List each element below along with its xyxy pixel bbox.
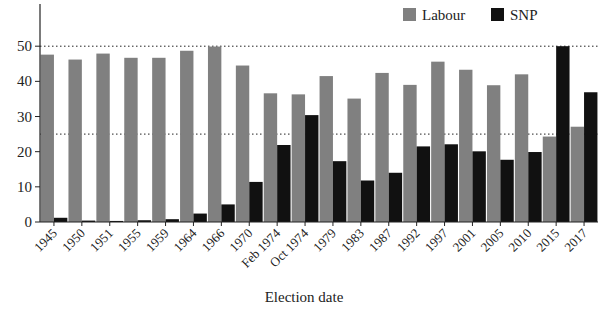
- y-tick: [35, 46, 40, 47]
- y-axis: [39, 4, 40, 222]
- x-tick-label: 1950: [59, 226, 88, 255]
- y-tick-label: 50: [17, 38, 32, 54]
- bar: [68, 60, 81, 222]
- bar: [124, 58, 137, 222]
- bar: [431, 62, 444, 222]
- bar: [152, 58, 165, 222]
- x-tick-label: 1945: [31, 226, 60, 255]
- x-tick-label: 1951: [87, 226, 116, 255]
- y-tick-label: 20: [17, 144, 32, 160]
- legend-swatch: [491, 8, 504, 21]
- y-tick: [35, 116, 40, 117]
- bars: [41, 46, 598, 222]
- bar: [180, 51, 193, 222]
- x-tick-label: 2005: [477, 226, 506, 255]
- x-tick: [556, 222, 557, 226]
- bar: [305, 115, 318, 222]
- x-tick-label: Oct 1974: [267, 225, 312, 270]
- x-tick-label: 1997: [422, 225, 451, 254]
- bar: [403, 85, 416, 222]
- x-axis: [40, 221, 598, 222]
- bar: [584, 92, 597, 222]
- x-tick: [388, 222, 389, 226]
- bar: [236, 66, 249, 222]
- bar: [96, 54, 109, 222]
- x-tick: [444, 222, 445, 226]
- legend-label: Labour: [422, 7, 465, 23]
- x-tick-label: 2015: [533, 226, 562, 255]
- bar: [459, 70, 472, 222]
- x-tick-label: 1979: [310, 226, 339, 255]
- bar: [333, 161, 346, 222]
- x-tick: [221, 222, 222, 226]
- x-tick: [360, 222, 361, 226]
- x-tick: [305, 222, 306, 226]
- bar: [500, 160, 513, 222]
- legend-label: SNP: [510, 7, 538, 23]
- x-tick: [472, 222, 473, 226]
- y-tick-label: 0: [25, 214, 33, 230]
- bar: [389, 173, 402, 222]
- y-tick: [35, 186, 40, 187]
- reference-line: [40, 134, 598, 135]
- chart: 0 10 20 30 40 50 1945195019511955195919641966 1…: [0, 0, 600, 309]
- x-tick-label: 1964: [171, 225, 200, 254]
- bar: [249, 182, 262, 222]
- x-axis-label: Election date: [265, 289, 344, 305]
- x-tick: [81, 222, 82, 226]
- bar: [41, 55, 54, 222]
- x-tick: [277, 222, 278, 226]
- bar: [347, 99, 360, 222]
- bar: [264, 93, 277, 222]
- x-tick-label: 1966: [198, 225, 227, 254]
- bar: [375, 73, 388, 222]
- bar: [361, 181, 374, 222]
- x-tick-label: 1955: [115, 226, 144, 255]
- x-tick-label: 1992: [394, 226, 423, 255]
- bar: [487, 85, 500, 222]
- x-tick: [332, 222, 333, 226]
- bar: [54, 218, 67, 222]
- x-tick-label: 1959: [143, 226, 172, 255]
- legend: Labour SNP: [403, 7, 538, 23]
- x-tick: [500, 222, 501, 226]
- x-tick: [165, 222, 166, 226]
- bar: [556, 46, 569, 222]
- bar: [528, 152, 541, 222]
- x-tick: [416, 222, 417, 226]
- x-tick-label: 2001: [450, 226, 479, 255]
- x-tick: [109, 222, 110, 226]
- x-tick: [528, 222, 529, 226]
- x-tick: [137, 222, 138, 226]
- legend-swatch: [403, 8, 416, 21]
- bar: [417, 146, 430, 222]
- y-tick-label: 30: [17, 109, 32, 125]
- x-tick: [249, 222, 250, 226]
- x-tick-label: 1987: [366, 225, 395, 254]
- y-tick: [35, 222, 40, 223]
- bar: [320, 76, 333, 222]
- x-tick: [53, 222, 54, 226]
- reference-line: [40, 46, 598, 47]
- y-tick: [35, 151, 40, 152]
- x-tick-label: 2010: [505, 226, 534, 255]
- y-tick: [35, 81, 40, 82]
- x-tick-label: 1983: [338, 226, 367, 255]
- bar: [193, 214, 206, 222]
- bar: [208, 47, 221, 222]
- bar: [571, 127, 584, 222]
- x-tick: [193, 222, 194, 226]
- x-tick: [584, 222, 585, 226]
- x-tick-label: 2017: [561, 225, 590, 254]
- bar: [515, 74, 528, 222]
- bar: [472, 151, 485, 222]
- y-tick-label: 40: [17, 73, 32, 89]
- bar: [221, 204, 234, 222]
- bar: [445, 144, 458, 222]
- bar: [277, 145, 290, 222]
- y-tick-label: 10: [17, 179, 32, 195]
- bar: [292, 94, 305, 222]
- bar: [543, 137, 556, 222]
